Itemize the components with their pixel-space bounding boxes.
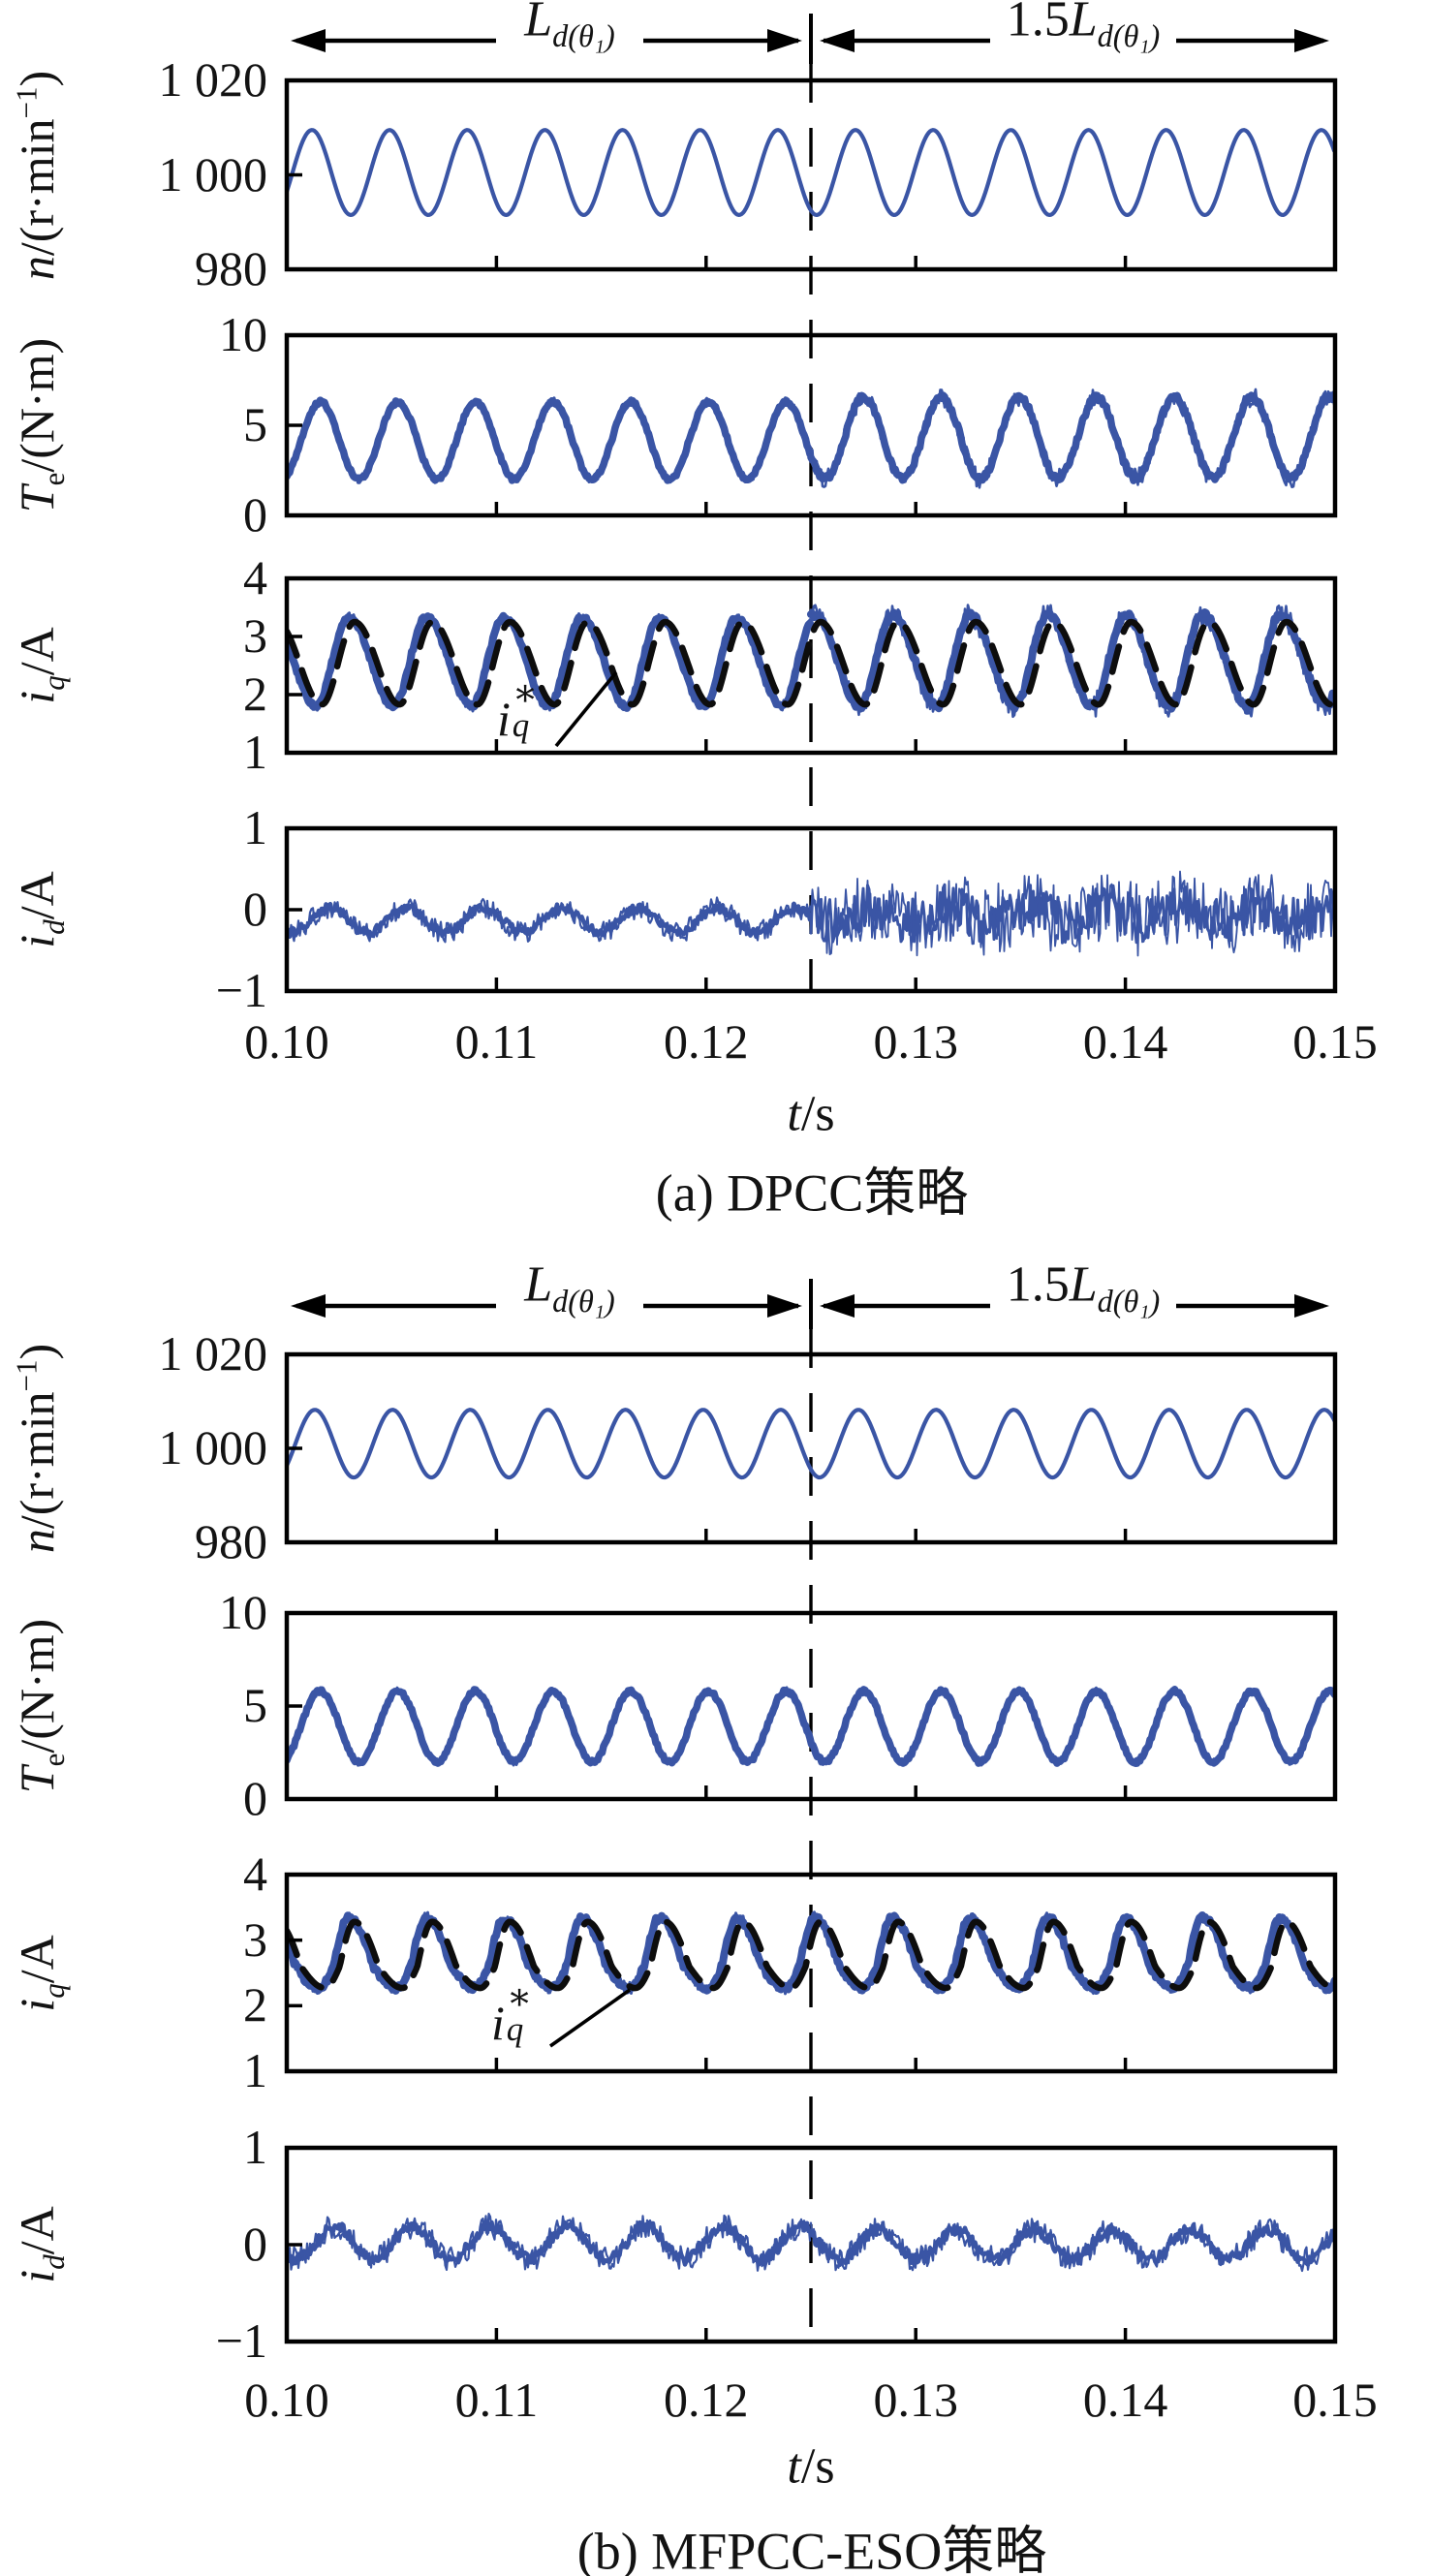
ytick-label: 10 (219, 306, 267, 361)
subplot-speed-frame (284, 1351, 1338, 1545)
xtick-label: 0.11 (454, 2373, 539, 2427)
y-axis-label-id-a: id/A (10, 871, 71, 948)
iq-ref-pointer-line (554, 670, 618, 748)
x-axis-title-a: t/s (787, 1086, 835, 1142)
subplot-speed-traces (287, 1408, 1335, 1480)
subplot-iq-frame (284, 575, 1338, 756)
ytick-label: 0 (243, 1770, 267, 1825)
subplot-speed-frame (284, 78, 1338, 272)
ytick-label: 2 (243, 666, 267, 721)
xtick-label: 0.10 (244, 1014, 329, 1069)
subplot-id-traces (287, 870, 1335, 957)
iq-reference-label-b: i ∗ q (491, 1975, 540, 2051)
annotation-right-label-a: 1.5Ld(θ₁) (1006, 0, 1161, 53)
stacked-supsub: ∗ q (512, 671, 539, 744)
ytick-label: 5 (243, 1677, 267, 1732)
xtick-label: 0.12 (664, 2373, 749, 2427)
ytick-label: 1 000 (158, 146, 268, 202)
annotation-left-label-b: Ld(θ₁) (524, 1257, 615, 1319)
iq-reference-label-a: i ∗ q (497, 671, 545, 747)
ytick-label: 4 (243, 1846, 267, 1901)
y-axis-label-iq-a: iq/A (10, 627, 71, 704)
panel-caption-b: (b) MFPCC-ESO策略 (576, 2522, 1047, 2576)
xtick-label: 0.11 (454, 1014, 539, 1069)
xtick-label: 0.10 (244, 2373, 329, 2427)
stacked-supsub: ∗ q (506, 1975, 533, 2048)
subplot-iq-frame (284, 1872, 1338, 2074)
ytick-label: 5 (243, 396, 267, 451)
xtick-label: 0.15 (1292, 2373, 1378, 2427)
xtick-label: 0.13 (873, 2373, 958, 2427)
x-axis-title-b: t/s (787, 2438, 835, 2495)
y-axis-label-torque-a: Te/(N·m) (10, 337, 71, 513)
y-axis-label-speed-a: n/(r·min−1) (9, 70, 64, 280)
subplot-torque-traces (287, 1686, 1335, 1767)
ytick-label: 0 (243, 2216, 267, 2271)
iq-ref-pointer-line (548, 1988, 632, 2048)
ytick-label: 2 (243, 1977, 267, 2033)
xtick-label: 0.13 (873, 1014, 958, 1069)
panel-caption-a: (a) DPCC策略 (655, 1164, 969, 1223)
ytick-label: 980 (195, 240, 267, 295)
y-axis-label-speed-b: n/(r·min−1) (9, 1343, 64, 1554)
annotation-left-label-a: Ld(θ₁) (524, 0, 615, 53)
xtick-label: 0.15 (1292, 1014, 1378, 1069)
ytick-label: 980 (195, 1513, 267, 1568)
ytick-label: −1 (215, 2312, 267, 2368)
xtick-label: 0.12 (664, 1014, 749, 1069)
subplot-torque-frame (284, 1610, 1338, 1802)
ytick-label: 1 (243, 724, 267, 779)
subplot-iq-traces (287, 604, 1335, 719)
ytick-label: 1 (243, 799, 267, 854)
ytick-label: 3 (243, 607, 267, 663)
annotation-right-label-b: 1.5Ld(θ₁) (1006, 1257, 1161, 1319)
ytick-label: 10 (219, 1584, 267, 1639)
ytick-label: 4 (243, 549, 267, 605)
ytick-label: 1 020 (158, 1325, 268, 1381)
ytick-label: 1 (243, 2042, 267, 2097)
y-axis-label-iq-b: iq/A (10, 1934, 71, 2012)
ytick-label: −1 (215, 962, 267, 1017)
ytick-label: 1 000 (158, 1419, 268, 1474)
subplot-speed-traces (287, 128, 1335, 217)
ytick-label: 1 020 (158, 51, 268, 107)
subplot-torque-frame (284, 332, 1338, 518)
ytick-label: 3 (243, 1911, 267, 1967)
ytick-label: 0 (243, 486, 267, 542)
ytick-label: 0 (243, 881, 267, 936)
subplot-id-traces (287, 2213, 1335, 2273)
y-axis-label-torque-b: Te/(N·m) (10, 1618, 71, 1794)
subplot-torque-traces (287, 388, 1335, 489)
subplot-iq-traces (287, 1910, 1335, 1996)
y-axis-label-id-b: id/A (10, 2206, 71, 2283)
xtick-label: 0.14 (1082, 2373, 1168, 2427)
xtick-label: 0.14 (1082, 1014, 1168, 1069)
ytick-label: 1 (243, 2119, 267, 2174)
